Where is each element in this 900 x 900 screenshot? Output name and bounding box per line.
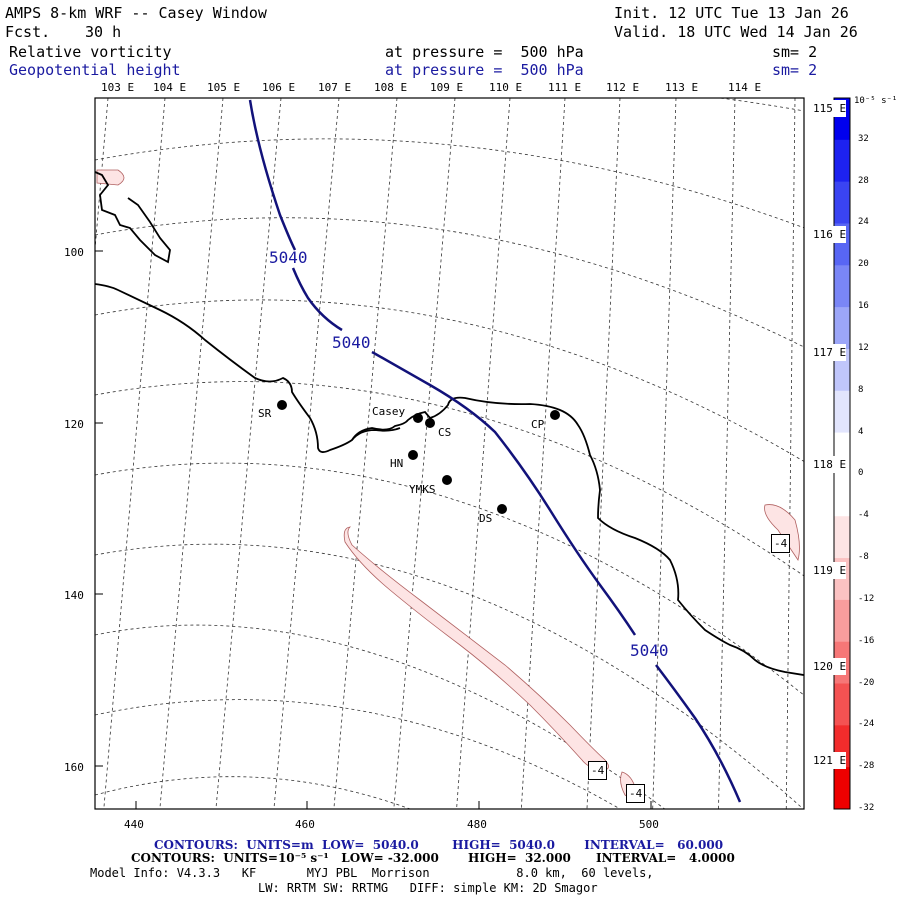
station-label-hn: HN <box>390 457 404 470</box>
field1-name: Relative vorticity <box>9 43 172 61</box>
vorticity-contour-label: -4 <box>626 784 646 803</box>
colorbar-swatch <box>834 181 850 224</box>
map-title: AMPS 8-km WRF -- Casey Window <box>5 4 267 22</box>
vorticity-contour-label: -4 <box>771 534 791 553</box>
x-tick-label: 500 <box>639 818 659 831</box>
field1-level: at pressure = 500 hPa <box>385 43 584 61</box>
colorbar-label: -24 <box>858 719 875 730</box>
colorbar-label: 12 <box>858 342 869 353</box>
y-tick-label: 100 <box>64 246 84 259</box>
lon-label: 108 E <box>374 81 408 94</box>
height-contour-label: 5040 <box>332 333 371 352</box>
station-label-casey: Casey <box>372 405 406 418</box>
colorbar-label: 28 <box>858 175 869 186</box>
colorbar <box>833 97 851 810</box>
colorbar-swatch <box>834 390 850 434</box>
plot-frame <box>94 97 805 810</box>
lon-label: 104 E <box>153 81 187 94</box>
station-dot-sr <box>277 400 287 410</box>
vorticity-contour-label: -4 <box>588 761 608 780</box>
colorbar-swatch <box>834 683 850 726</box>
colorbar-swatch <box>834 139 850 183</box>
field2-level: at pressure = 500 hPa <box>385 61 584 79</box>
footer-model-info: Model Info: V4.3.3 KF MYJ PBL Morrison 8… <box>90 866 654 880</box>
colorbar-label: 4 <box>858 426 864 437</box>
colorbar-label: 24 <box>858 217 869 228</box>
station-label-sr: SR <box>258 407 272 420</box>
lon-label: 118 E <box>813 456 847 473</box>
station-dot-casey <box>413 413 423 423</box>
lon-label: 106 E <box>262 81 296 94</box>
field1-smoothing: sm= 2 <box>772 43 818 61</box>
y-tick-label: 140 <box>64 589 84 602</box>
lon-label: 105 E <box>207 81 241 94</box>
lon-label: 112 E <box>606 81 640 94</box>
colorbar-label: 0 <box>858 468 864 479</box>
forecast-hour: 30 h <box>85 23 122 41</box>
lon-label: 115 E <box>813 100 847 117</box>
colorbar-label: 32 <box>858 133 869 144</box>
colorbar-swatch <box>834 307 850 350</box>
colorbar-swatch <box>834 767 850 810</box>
lon-label: 121 E <box>813 752 847 769</box>
station-dot-cp <box>550 410 560 420</box>
init-time: Init. 12 UTC Tue 13 Jan 26 <box>614 4 849 22</box>
forecast-label: Fcst. <box>5 23 51 41</box>
colorbar-unit: 10⁻⁵ s⁻¹ <box>854 96 898 106</box>
lon-label: 107 E <box>318 81 352 94</box>
colorbar-label: 16 <box>858 301 869 312</box>
station-label-cp: CP <box>531 418 545 431</box>
lon-label: 111 E <box>548 81 582 94</box>
x-tick-label: 460 <box>295 818 315 831</box>
lon-label: 103 E <box>101 81 135 94</box>
y-tick-label: 160 <box>64 761 84 774</box>
valid-time: Valid. 18 UTC Wed 14 Jan 26 <box>614 23 858 41</box>
colorbar-swatch <box>834 516 850 559</box>
colorbar-label: -16 <box>858 635 875 646</box>
colorbar-swatch <box>834 599 850 643</box>
field2-smoothing: sm= 2 <box>772 61 818 79</box>
footer-contours-vorticity: CONTOURS: UNITS=10⁻⁵ s⁻¹ LOW= -32.000 HI… <box>131 851 735 865</box>
lon-label: 120 E <box>813 658 847 675</box>
stations <box>277 400 560 514</box>
footer-contours-height: CONTOURS: UNITS=m LOW= 5040.0 HIGH= 5040… <box>154 838 724 852</box>
field2-name: Geopotential height <box>9 61 181 79</box>
colorbar-label: -4 <box>858 510 869 521</box>
colorbar-swatch <box>834 474 850 517</box>
colorbar-label: -28 <box>858 761 875 772</box>
height-contour-label: 5040 <box>269 248 308 267</box>
lon-label: 113 E <box>665 81 699 94</box>
graticule <box>95 98 804 809</box>
colorbar-swatch <box>834 265 850 308</box>
colorbar-label: -12 <box>858 593 875 604</box>
x-tick-label: 480 <box>467 818 487 831</box>
colorbar-label: 8 <box>858 384 864 395</box>
lon-label: 117 E <box>813 344 847 361</box>
lon-label: 109 E <box>430 81 464 94</box>
station-dot-cs <box>425 418 435 428</box>
x-tick-label: 440 <box>124 818 144 831</box>
lon-label: 119 E <box>813 562 847 579</box>
height-contour-label: 5040 <box>630 641 669 660</box>
footer-physics: LW: RRTM SW: RRTMG DIFF: simple KM: 2D S… <box>258 881 598 895</box>
station-dot-ymks <box>442 475 452 485</box>
x-tick-marks <box>95 250 652 809</box>
height-contour-5040 <box>248 99 742 803</box>
colorbar-label: -8 <box>858 552 869 563</box>
station-label-cs: CS <box>438 426 452 439</box>
station-dot-hn <box>408 450 418 460</box>
lon-label: 114 E <box>728 81 762 94</box>
station-label-ds: DS <box>479 512 493 525</box>
lon-label: 116 E <box>813 226 847 243</box>
colorbar-label: -32 <box>858 803 875 813</box>
y-tick-label: 120 <box>64 418 84 431</box>
coastline <box>95 171 804 676</box>
lon-label: 110 E <box>489 81 523 94</box>
station-dot-ds <box>497 504 507 514</box>
station-label-ymks: YMKS <box>409 483 436 496</box>
colorbar-label: -20 <box>858 677 875 688</box>
colorbar-label: 20 <box>858 259 869 270</box>
